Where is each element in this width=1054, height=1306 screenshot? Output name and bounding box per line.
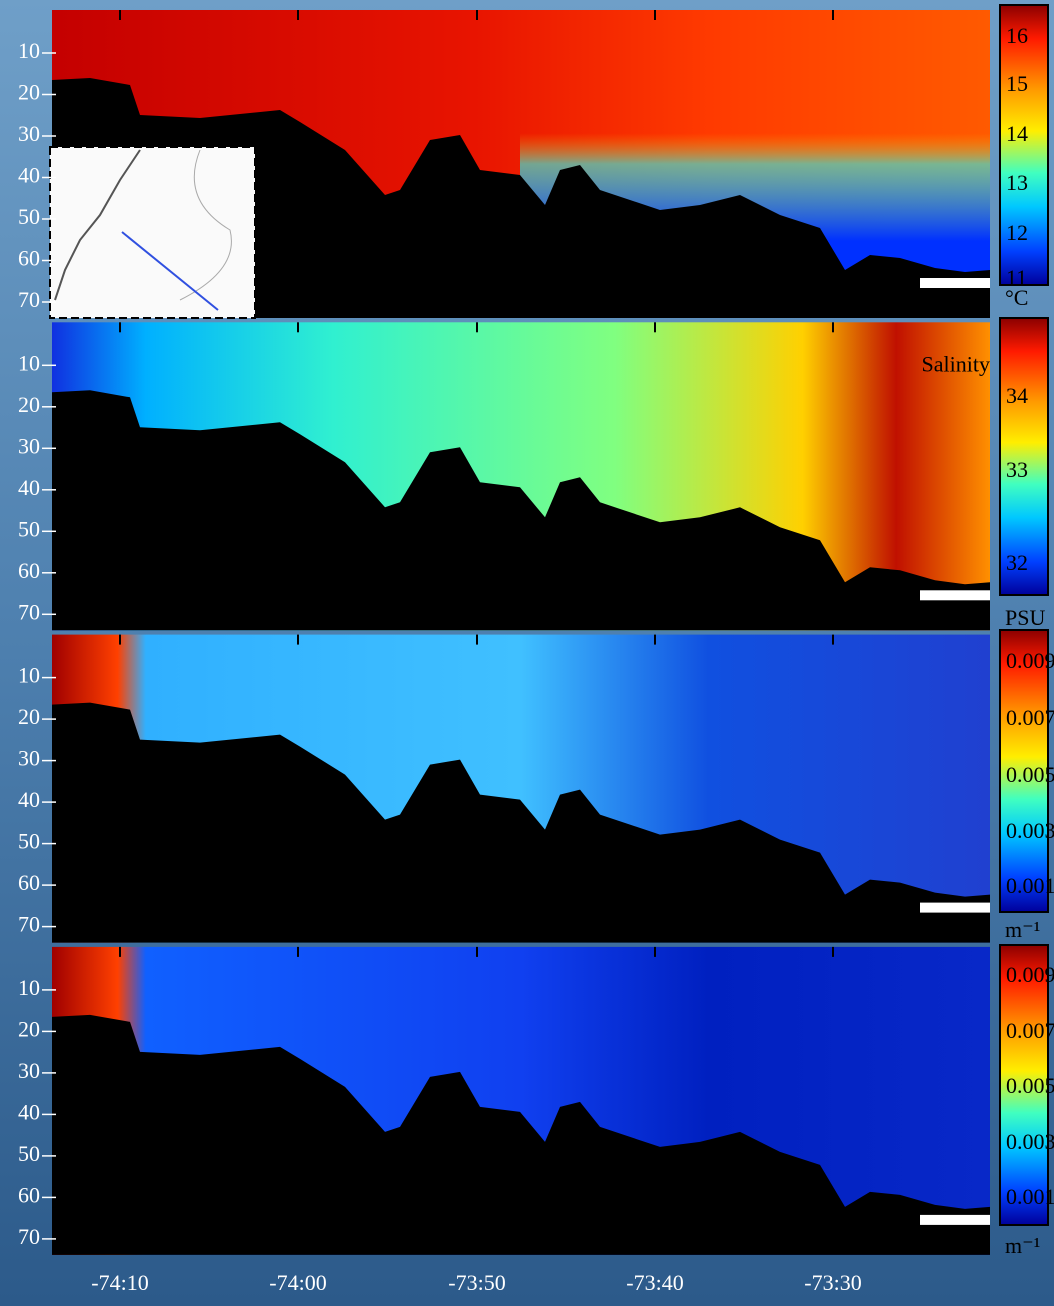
colorbar-label: 0.005 (1006, 762, 1054, 787)
colorbar (999, 944, 1049, 1226)
y-tick-label: 30 (18, 1058, 40, 1083)
y-tick-label: 40 (18, 1099, 40, 1124)
no-data (920, 1214, 990, 1225)
colorbar-label: 0.003 (1006, 818, 1054, 843)
y-tick-label: 60 (18, 1182, 40, 1207)
x-tick-label: -74:10 (91, 1270, 148, 1295)
y-tick-label: 50 (18, 829, 40, 854)
no-data (920, 278, 990, 288)
map-frame (49, 146, 256, 319)
y-tick-label: 40 (18, 163, 40, 188)
y-tick-label: 30 (18, 433, 40, 458)
y-tick-label: 60 (18, 246, 40, 271)
isobath (179, 149, 232, 301)
y-tick-label: 70 (18, 912, 40, 937)
coastline (54, 149, 141, 301)
colorbar-label: 0.001 (1006, 1184, 1054, 1209)
seafloor (52, 1014, 990, 1255)
ship-track (121, 231, 219, 311)
colorbar-unit: PSU (1005, 605, 1045, 630)
y-tick-label: 10 (18, 975, 40, 1000)
inset-map (49, 146, 256, 319)
no-data (920, 902, 990, 913)
y-tick-label: 50 (18, 1141, 40, 1166)
colorbar-label: 0.003 (1006, 1129, 1054, 1154)
seafloor (52, 78, 990, 318)
y-tick-label: 70 (18, 287, 40, 312)
panel-annotation: Salinity (922, 351, 990, 376)
y-tick-label: 60 (18, 870, 40, 895)
x-tick-label: -73:50 (448, 1270, 505, 1295)
colorbar-label: 14 (1006, 121, 1028, 146)
colorbar-label: 0.009 (1006, 962, 1054, 987)
y-tick-label: 70 (18, 599, 40, 624)
colorbar-label: 13 (1006, 170, 1028, 195)
y-tick-label: 70 (18, 1224, 40, 1249)
y-tick-label: 50 (18, 204, 40, 229)
no-data (920, 590, 990, 601)
colorbar-unit: °C (1005, 285, 1028, 310)
colorbar-unit: m⁻¹ (1005, 917, 1040, 942)
y-tick-label: 20 (18, 392, 40, 417)
colorbar-label: 0.005 (1006, 1073, 1054, 1098)
colorbar-label: 11 (1006, 265, 1027, 290)
y-tick-label: 20 (18, 704, 40, 729)
y-tick-label: 30 (18, 121, 40, 146)
colorbar-label: 33 (1006, 457, 1028, 482)
colorbar (999, 629, 1049, 913)
x-tick-label: -73:30 (804, 1270, 861, 1295)
y-tick-label: 60 (18, 558, 40, 583)
colorbar-unit: m⁻¹ (1005, 1233, 1040, 1258)
colorbar-label: 0.009 (1006, 648, 1054, 673)
colorbar-label: 0.007 (1006, 1018, 1054, 1043)
colorbar (999, 4, 1049, 286)
y-tick-label: 20 (18, 1016, 40, 1041)
colorbar-label: 12 (1006, 220, 1028, 245)
colorbar-label: 0.001 (1006, 873, 1054, 898)
colorbar-label: 16 (1006, 23, 1028, 48)
x-tick-label: -73:40 (626, 1270, 683, 1295)
y-tick-label: 50 (18, 516, 40, 541)
y-tick-label: 10 (18, 38, 40, 63)
seafloor (52, 390, 990, 631)
y-tick-label: 40 (18, 787, 40, 812)
colorbar (999, 317, 1049, 596)
colorbar-label: 34 (1006, 383, 1028, 408)
colorbar-label: 32 (1006, 550, 1028, 575)
y-tick-label: 30 (18, 746, 40, 771)
colorbar-label: 15 (1006, 71, 1028, 96)
y-tick-label: 20 (18, 80, 40, 105)
y-tick-label: 40 (18, 475, 40, 500)
y-tick-label: 10 (18, 663, 40, 688)
seafloor (52, 702, 990, 943)
colorbar-label: 0.007 (1006, 705, 1054, 730)
y-tick-label: 10 (18, 350, 40, 375)
x-tick-label: -74:00 (269, 1270, 326, 1295)
